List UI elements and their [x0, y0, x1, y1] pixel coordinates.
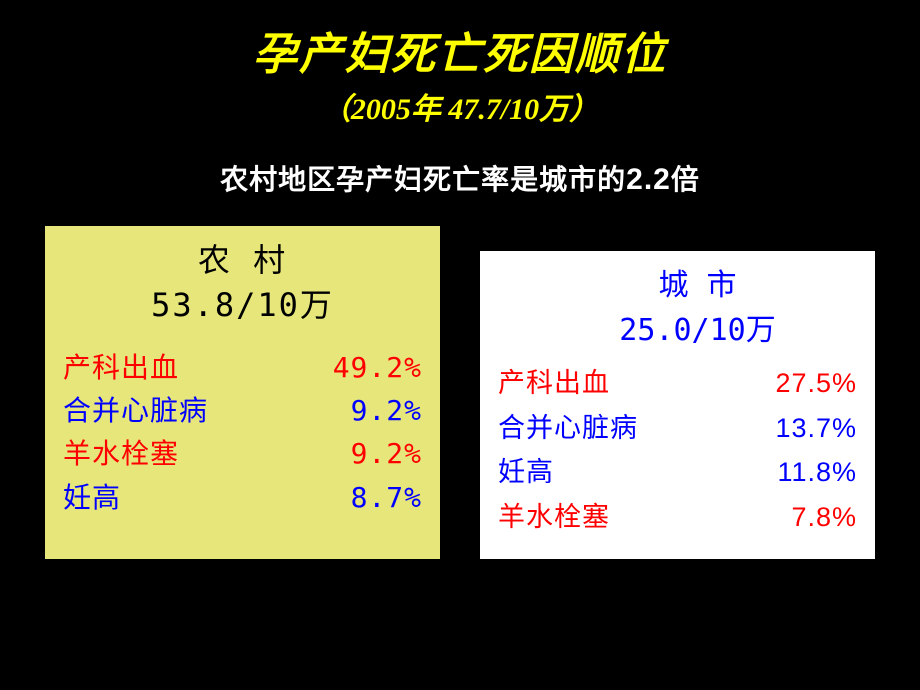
- urban-row: 羊水栓塞 7.8%: [498, 495, 857, 540]
- rural-box: 农 村 53.8/10万 产科出血 49.2% 合并心脏病 9.2% 羊水栓塞 …: [45, 226, 440, 559]
- rural-row-value: 49.2%: [333, 346, 422, 389]
- urban-row-label: 合并心脏病: [498, 406, 638, 451]
- description-prefix: 农村地区孕产妇死亡率是城市的: [220, 165, 626, 196]
- rural-header-line1: 农 村: [63, 238, 422, 283]
- urban-row-value: 13.7%: [775, 406, 857, 451]
- rural-rows: 产科出血 49.2% 合并心脏病 9.2% 羊水栓塞 9.2% 妊高 8.7%: [63, 346, 422, 520]
- rural-header: 农 村 53.8/10万: [63, 238, 422, 328]
- rural-row: 产科出血 49.2%: [63, 346, 422, 389]
- description-suffix: 倍: [671, 165, 700, 196]
- urban-row-value: 7.8%: [791, 495, 857, 540]
- rural-row-value: 8.7%: [351, 476, 422, 519]
- rural-row-label: 妊高: [63, 476, 121, 519]
- boxes-container: 农 村 53.8/10万 产科出血 49.2% 合并心脏病 9.2% 羊水栓塞 …: [35, 226, 885, 559]
- urban-header-line1: 城 市: [538, 263, 857, 308]
- rural-header-line2: 53.8/10万: [63, 283, 422, 328]
- urban-header: 城 市 25.0/10万: [498, 263, 857, 353]
- urban-header-line2: 25.0/10万: [538, 308, 857, 353]
- rural-row-label: 羊水栓塞: [63, 432, 179, 475]
- rural-row: 妊高 8.7%: [63, 476, 422, 519]
- urban-row-label: 羊水栓塞: [498, 495, 610, 540]
- rural-row-value: 9.2%: [351, 432, 422, 475]
- urban-row: 产科出血 27.5%: [498, 361, 857, 406]
- urban-row: 合并心脏病 13.7%: [498, 406, 857, 451]
- rural-row-label: 合并心脏病: [63, 389, 208, 432]
- rural-row: 合并心脏病 9.2%: [63, 389, 422, 432]
- rural-row-value: 9.2%: [351, 389, 422, 432]
- urban-box: 城 市 25.0/10万 产科出血 27.5% 合并心脏病 13.7% 妊高 1…: [480, 251, 875, 559]
- slide: 孕产妇死亡死因顺位 （2005年 47.7/10万） 农村地区孕产妇死亡率是城市…: [0, 0, 920, 690]
- urban-row-value: 11.8%: [777, 450, 857, 495]
- slide-title: 孕产妇死亡死因顺位: [35, 18, 885, 82]
- slide-subtitle: （2005年 47.7/10万）: [35, 84, 885, 128]
- description: 农村地区孕产妇死亡率是城市的2.2倍: [35, 158, 885, 198]
- rural-row-label: 产科出血: [63, 346, 179, 389]
- urban-row-value: 27.5%: [775, 361, 857, 406]
- urban-row: 妊高 11.8%: [498, 450, 857, 495]
- rural-row: 羊水栓塞 9.2%: [63, 432, 422, 475]
- urban-row-label: 产科出血: [498, 361, 610, 406]
- urban-row-label: 妊高: [498, 450, 554, 495]
- urban-rows: 产科出血 27.5% 合并心脏病 13.7% 妊高 11.8% 羊水栓塞 7.8…: [498, 361, 857, 539]
- description-multiplier: 2.2: [626, 163, 671, 196]
